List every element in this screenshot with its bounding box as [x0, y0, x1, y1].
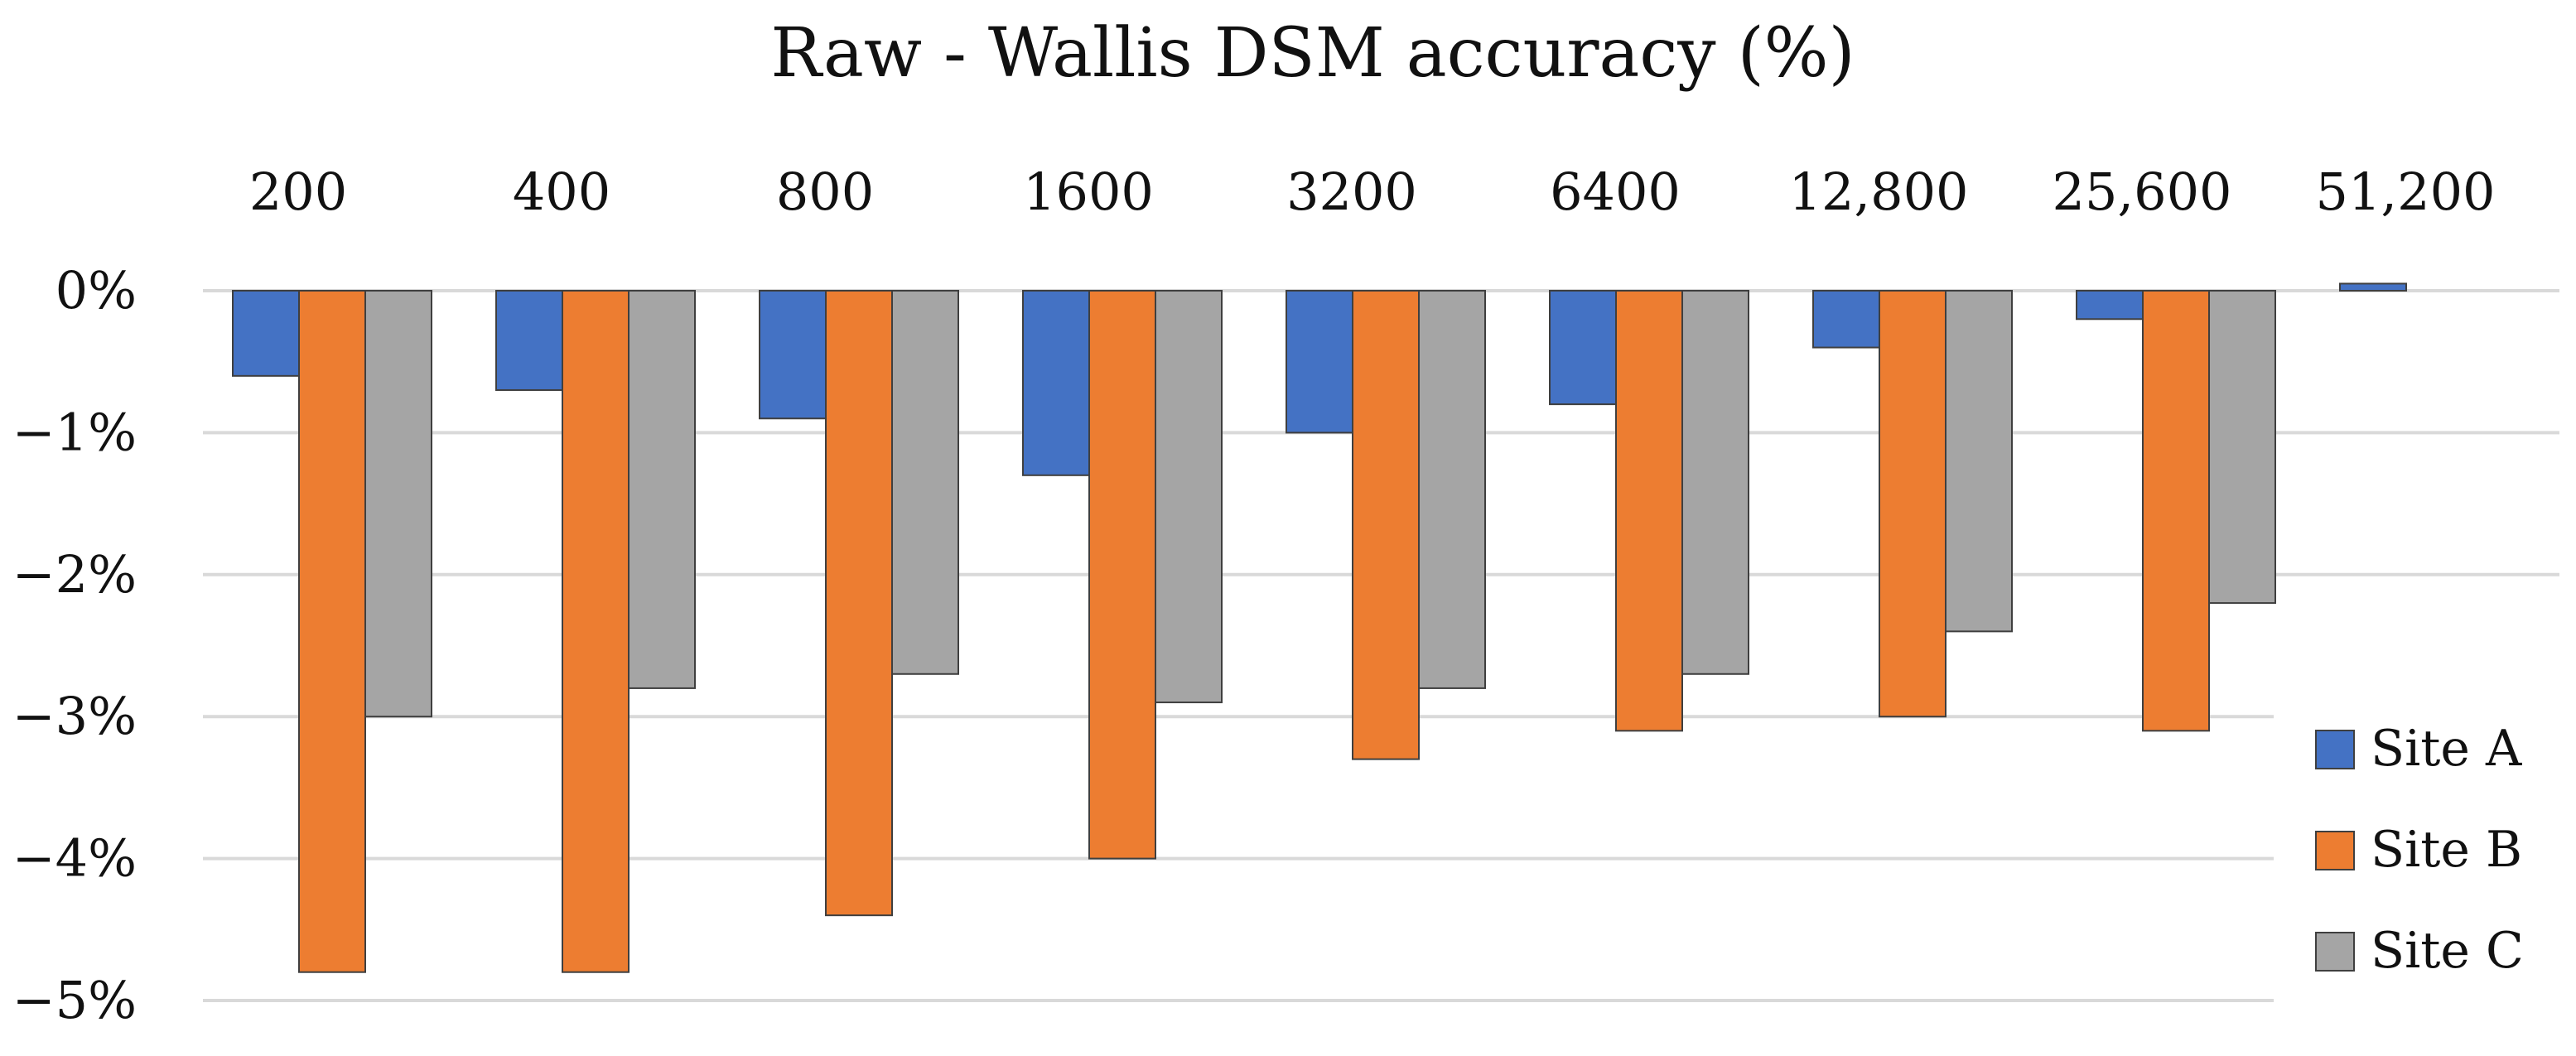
x-tick-label: 12,800 — [1789, 162, 1969, 222]
x-tick-label: 800 — [776, 162, 874, 222]
bar-site-a — [232, 290, 300, 377]
x-tick-label: 6400 — [1550, 162, 1681, 222]
bar-site-c — [891, 290, 959, 675]
bar-site-b — [2142, 290, 2210, 732]
y-tick-label: −2% — [12, 544, 137, 605]
bar-site-c — [628, 290, 696, 689]
bar-site-c — [364, 290, 432, 718]
x-tick-label: 25,600 — [2053, 162, 2232, 222]
bar-site-b — [1352, 290, 1420, 760]
bar-site-b — [825, 290, 893, 917]
x-tick-label: 3200 — [1286, 162, 1417, 222]
bar-site-c — [1155, 290, 1223, 704]
bar-site-c — [1945, 290, 2013, 633]
bar-site-c — [2208, 290, 2276, 605]
bar-site-b — [1879, 290, 1946, 718]
bar-site-a — [1286, 290, 1353, 434]
y-tick-label: −3% — [12, 686, 137, 746]
legend-swatch-site-b — [2315, 831, 2355, 870]
y-tick-label: 0% — [55, 260, 137, 321]
x-tick-label: 400 — [513, 162, 610, 222]
legend-label: Site C — [2371, 922, 2524, 980]
bar-site-a — [759, 290, 827, 420]
bar-site-b — [1615, 290, 1683, 732]
bar-site-a — [2076, 290, 2144, 321]
chart-title: Raw - Wallis DSM accuracy (%) — [770, 14, 1855, 93]
legend: Site A Site B Site C — [2315, 720, 2524, 980]
title-layer: Raw - Wallis DSM accuracy (%) — [770, 14, 1855, 93]
bar-site-a — [2339, 282, 2407, 292]
bar-site-a — [1022, 290, 1090, 476]
y-tick-label: −4% — [12, 828, 137, 889]
bar-site-b — [562, 290, 630, 973]
bar-site-c — [1418, 290, 1486, 689]
bar-site-b — [298, 290, 366, 973]
bar-site-c — [1681, 290, 1749, 675]
legend-label: Site A — [2371, 720, 2522, 778]
legend-swatch-site-c — [2315, 932, 2355, 972]
y-tick-label: −5% — [12, 970, 137, 1030]
bar-site-b — [1088, 290, 1156, 860]
y-axis-labels: 0% −1% −2% −3% −4% −5% — [12, 260, 137, 1030]
bar-site-a — [495, 290, 563, 391]
y-tick-label: −1% — [12, 402, 137, 462]
x-tick-label: 200 — [249, 162, 347, 222]
x-axis-labels: 200 400 800 1600 3200 6400 12,800 25,600 51,200 — [249, 162, 2496, 222]
bars — [232, 282, 2407, 973]
bar-site-a — [1549, 290, 1617, 406]
x-tick-label: 1600 — [1023, 162, 1154, 222]
legend-swatch-site-a — [2315, 730, 2355, 769]
x-tick-label: 51,200 — [2316, 162, 2496, 222]
legend-label: Site B — [2371, 821, 2522, 879]
bar-site-a — [1812, 290, 1880, 349]
